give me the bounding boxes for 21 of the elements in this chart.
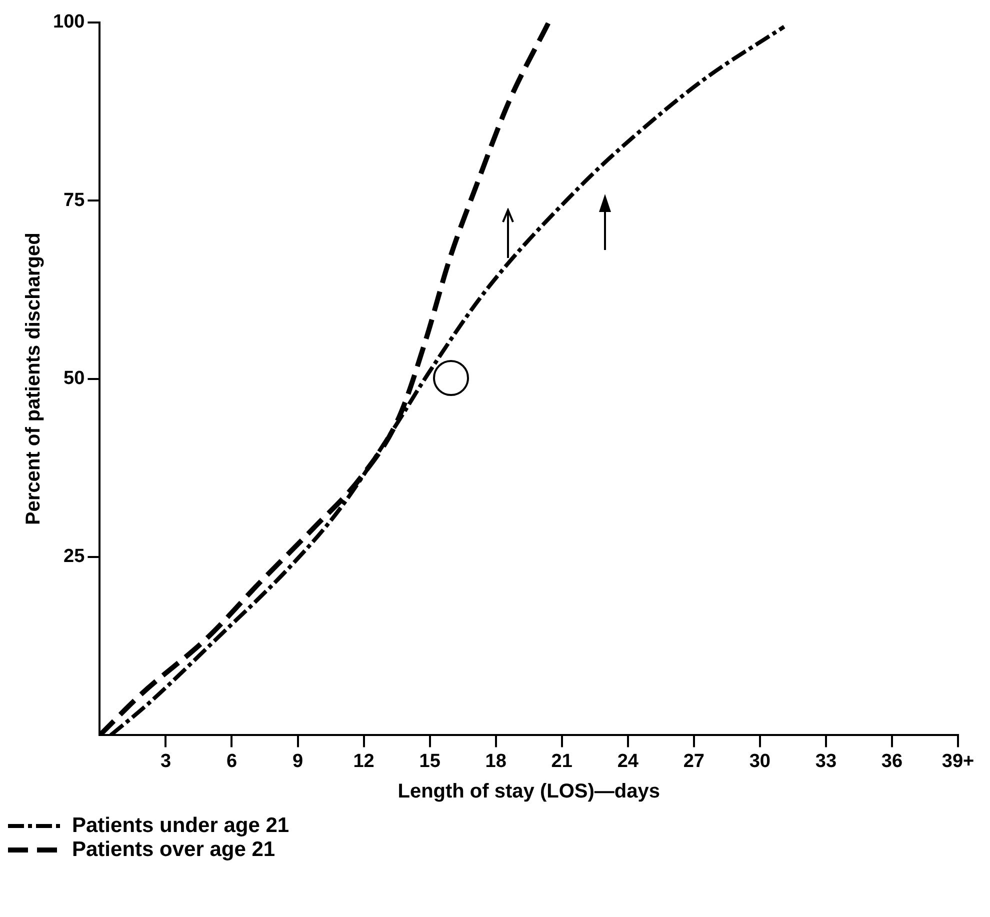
x-tick-label: 6 — [226, 750, 238, 772]
x-tick-label: 39+ — [942, 750, 974, 772]
y-tick-label: 100 — [53, 12, 85, 33]
x-tick-label: 21 — [551, 750, 573, 772]
x-tick-label: 3 — [160, 750, 172, 772]
y-axis-title: Percent of patients discharged — [22, 232, 45, 525]
x-tick-label: 18 — [485, 750, 506, 772]
x-tick-label: 30 — [749, 750, 770, 772]
y-tick-label: 25 — [64, 546, 86, 568]
x-tick-label: 27 — [683, 750, 704, 772]
x-tick-label: 15 — [419, 750, 441, 772]
x-tick-label: 33 — [815, 750, 837, 772]
x-tick-label: 36 — [881, 750, 903, 772]
x-tick-label: 24 — [617, 750, 639, 772]
legend-label: Patients over age 21 — [72, 838, 276, 862]
x-tick-label: 9 — [292, 750, 304, 772]
legend-label: Patients under age 21 — [72, 814, 290, 838]
x-tick-label: 12 — [353, 750, 374, 772]
x-axis-title: Length of stay (LOS)—days — [398, 780, 660, 803]
y-tick-label: 75 — [64, 190, 86, 211]
y-tick-label: 50 — [64, 368, 85, 390]
